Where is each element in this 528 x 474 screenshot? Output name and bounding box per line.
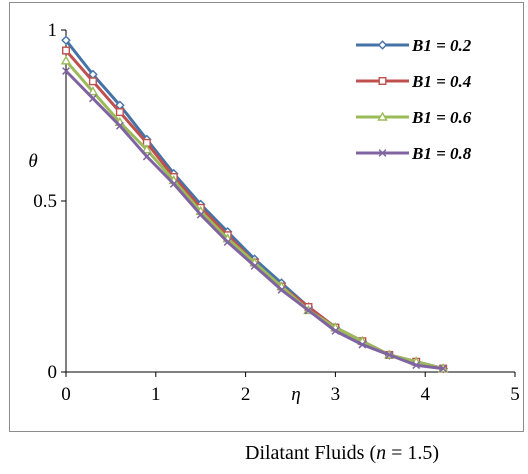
caption-suffix: = 1.5) xyxy=(386,442,440,464)
data-point xyxy=(358,340,367,349)
y-tick-label: 0.5 xyxy=(33,191,57,212)
legend-label: B1 = 0.2 xyxy=(411,36,472,55)
data-point xyxy=(61,35,71,46)
x-tick-label: 0 xyxy=(61,384,71,405)
legend-swatch-marker xyxy=(377,40,388,50)
data-point xyxy=(62,67,70,75)
data-point xyxy=(115,108,124,117)
data-point xyxy=(169,179,178,188)
x-axis-title: η xyxy=(291,384,300,405)
data-point xyxy=(87,86,99,96)
x-tick-label: 3 xyxy=(331,384,341,405)
legend-label: B1 = 0.4 xyxy=(411,72,471,91)
data-point xyxy=(277,285,286,294)
data-point xyxy=(385,350,394,359)
data-point xyxy=(223,238,232,246)
data-point xyxy=(62,46,71,55)
figure-caption: Dilatant Fluids (n = 1.5) xyxy=(0,442,528,470)
legend-label: B1 = 0.6 xyxy=(411,108,472,127)
legend-label: B1 = 0.8 xyxy=(411,144,472,163)
data-point xyxy=(196,210,205,219)
x-tick-label: 5 xyxy=(510,384,520,405)
legend-swatch-marker xyxy=(378,76,387,85)
y-tick-label: 1 xyxy=(48,20,58,41)
data-point xyxy=(89,94,97,103)
data-point xyxy=(141,144,153,154)
data-point xyxy=(250,262,259,270)
data-point xyxy=(115,121,124,130)
data-point xyxy=(439,364,448,373)
data-point xyxy=(304,306,313,315)
x-tick-label: 2 xyxy=(241,384,251,405)
chart-plot: 0 1 2 3 4 5 0 0.5 1 η θ B1 = 0.2 B1 = 0.4 B1 = 0.6 B1 … xyxy=(28,20,520,405)
series-line-1 xyxy=(64,39,444,371)
legend-swatch-marker xyxy=(377,111,388,121)
y-axis-title: θ xyxy=(28,151,37,172)
data-point xyxy=(60,55,72,65)
x-tick-label: 1 xyxy=(151,384,161,405)
data-point xyxy=(412,361,421,370)
chart-frame: 0 1 2 3 4 5 0 0.5 1 η θ B1 = 0.2 B1 = 0.4 B1 = 0.6 B1 … xyxy=(9,2,524,432)
legend-swatch-marker xyxy=(378,149,387,157)
caption-prefix: Dilatant Fluids ( xyxy=(245,442,377,464)
caption-n-symbol: n xyxy=(376,442,387,464)
series-line-2 xyxy=(64,49,444,371)
data-point xyxy=(88,77,97,86)
x-tick-label: 4 xyxy=(420,384,430,405)
y-tick-label: 0 xyxy=(48,362,58,383)
caption-text: Dilatant Fluids (n = 1.5) xyxy=(245,442,439,465)
data-point xyxy=(142,152,151,161)
data-point xyxy=(331,327,340,335)
